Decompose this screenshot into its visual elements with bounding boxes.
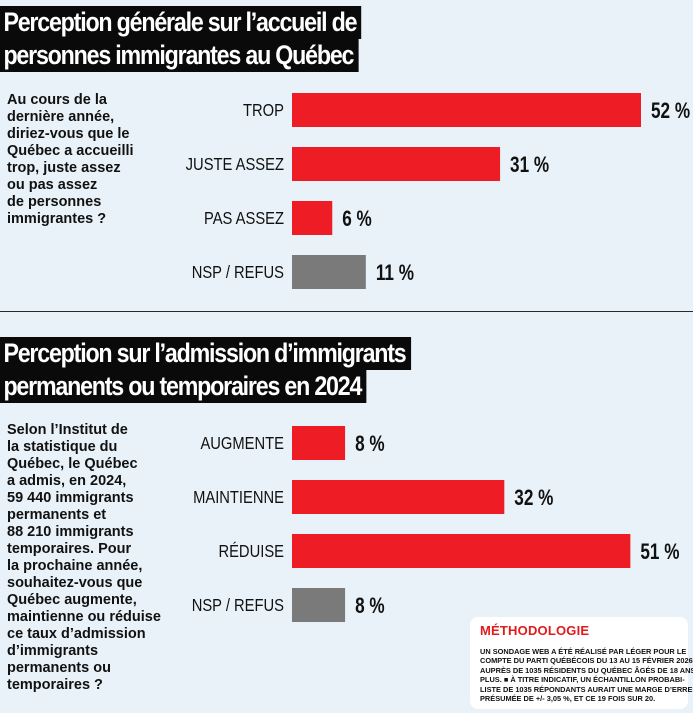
- section1-question-line: dernière année,: [7, 109, 115, 125]
- value-label: 51 %: [640, 540, 679, 565]
- section-divider: [0, 311, 693, 312]
- section2-question-line: 88 210 immigrants: [7, 524, 134, 540]
- section2-question-line: a admis, en 2024,: [7, 473, 127, 489]
- category-label: NSP / REFUS: [192, 263, 284, 283]
- section2-title: Perception sur l’admission d’immigrants …: [0, 337, 478, 403]
- bar: [292, 201, 333, 235]
- section1-question-line: ou pas assez: [7, 177, 98, 193]
- section2-question-line: maintienne ou réduise: [7, 609, 161, 625]
- category-label: PAS ASSEZ: [204, 209, 284, 229]
- category-label: TROP: [243, 101, 284, 121]
- methodology-text: UN SONDAGE WEB A ÉTÉ RÉALISÉ PAR LÉGER P…: [480, 647, 693, 704]
- section2-question-line: Selon l’Institut de: [7, 422, 128, 438]
- methodology-line: PRÉSUMÉE DE +/- 3,05 %, ET CE 19 FOIS SU…: [480, 694, 656, 704]
- section2-title-line-2: permanents ou temporaires en 2024: [0, 370, 367, 403]
- section1-question-line: de personnes: [7, 194, 102, 210]
- bar: [292, 588, 346, 622]
- section2-question-line: permanents et: [7, 507, 107, 523]
- value-label: 6 %: [342, 207, 372, 232]
- section2-question-line: la prochaine année,: [7, 558, 143, 574]
- section1-title: Perception générale sur l’accueil de per…: [0, 6, 420, 72]
- section2-question-line: Québec augmente,: [7, 592, 137, 608]
- methodology-line: COMPTE DU PARTI QUÉBÉCOIS DU 13 AU 15 FÉ…: [480, 656, 693, 666]
- bar: [292, 426, 346, 460]
- section1-question-line: Québec a accueilli: [7, 143, 134, 159]
- section2-question-line: 59 440 immigrants: [7, 490, 134, 506]
- methodology-line: AUPRÈS DE 1035 RÉSIDENTS DU QUÉBEC ÂGÉS …: [480, 665, 693, 675]
- category-label: NSP / REFUS: [192, 596, 284, 616]
- methodology-box: MÉTHODOLOGIE UN SONDAGE WEB A ÉTÉ RÉALIS…: [470, 617, 693, 709]
- bar: [292, 480, 505, 514]
- value-label: 52 %: [651, 99, 690, 124]
- section2-question-line: Québec, le Québec: [7, 456, 138, 472]
- category-label: JUSTE ASSEZ: [186, 155, 284, 175]
- category-label: AUGMENTE: [200, 434, 284, 454]
- category-label: RÉDUISE: [218, 541, 284, 562]
- section1-question-line: diriez-vous que le: [7, 126, 130, 142]
- category-label: MAINTIENNE: [193, 488, 284, 508]
- section1-question-line: trop, juste assez: [7, 160, 121, 176]
- section2-question-line: ce taux d’admission: [7, 626, 146, 642]
- value-label: 8 %: [355, 594, 385, 619]
- section1-title-line-2: personnes immigrantes au Québec: [0, 39, 359, 72]
- methodology-title: MÉTHODOLOGIE: [480, 623, 590, 638]
- section2-title-line-1: Perception sur l’admission d’immigrants: [0, 337, 411, 370]
- methodology-line: PLUS. ■ À TITRE INDICATIF, UN ÉCHANTILLO…: [480, 675, 685, 685]
- section1-question: Au cours de la dernière année, diriez-vo…: [7, 92, 134, 228]
- bar: [292, 255, 366, 289]
- section2-question-line: d’immigrants: [7, 643, 99, 659]
- bar: [292, 147, 501, 181]
- value-label: 32 %: [514, 486, 553, 511]
- methodology-line: UN SONDAGE WEB A ÉTÉ RÉALISÉ PAR LÉGER P…: [480, 647, 687, 656]
- section2-question-line: temporaires. Pour: [7, 541, 132, 557]
- section1-question-line: immigrantes ?: [7, 211, 107, 227]
- section2-question-line: permanents ou: [7, 660, 111, 676]
- section2-question-line: temporaires ?: [7, 677, 103, 693]
- section2-question-line: la statistique du: [7, 439, 118, 455]
- section2-question-line: souhaitez-vous que: [7, 575, 143, 591]
- bar: [292, 93, 641, 127]
- section2-question: Selon l’Institut de la statistique du Qu…: [7, 422, 161, 694]
- value-label: 11 %: [376, 261, 415, 286]
- value-label: 8 %: [355, 432, 385, 457]
- value-label: 31 %: [510, 153, 549, 178]
- section1-title-line-1: Perception générale sur l’accueil de: [0, 6, 362, 39]
- section1-question-line: Au cours de la: [7, 92, 107, 108]
- methodology-line: LISTE DE 1035 RÉPONDANTS AURAIT UNE MARG…: [480, 684, 693, 694]
- bar: [292, 534, 631, 568]
